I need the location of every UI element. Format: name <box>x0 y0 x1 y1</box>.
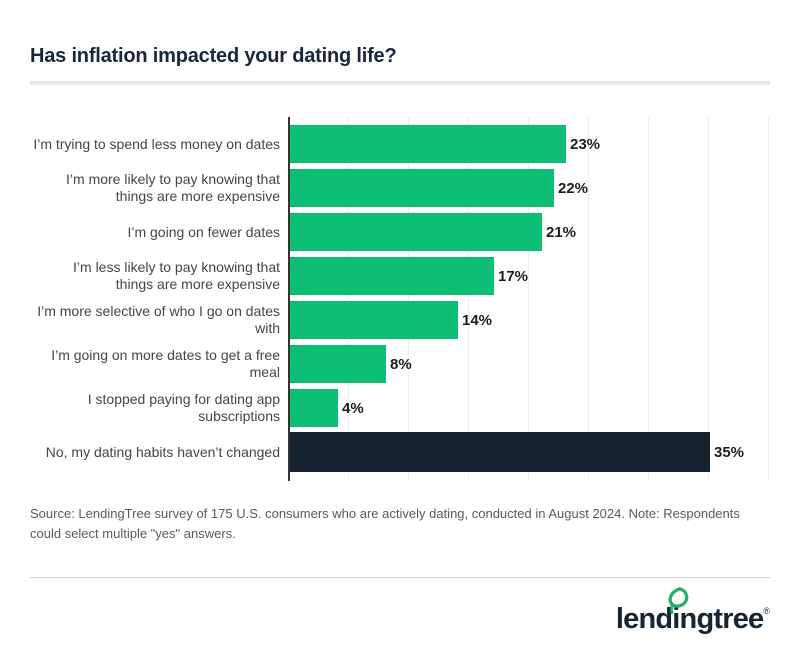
bar-row: I’m going on fewer dates 21% <box>30 210 770 254</box>
title-divider <box>30 81 770 85</box>
category-label: I’m more selective of who I go on dates … <box>37 303 280 336</box>
bar <box>290 257 494 295</box>
value-label: 8% <box>390 355 412 373</box>
category-label: I’m going on fewer dates <box>127 223 280 240</box>
gridline <box>348 117 349 481</box>
value-label: 23% <box>570 135 601 153</box>
value-label: 17% <box>498 267 529 285</box>
bar <box>290 125 566 163</box>
category-label: I stopped paying for dating app subscrip… <box>87 391 280 424</box>
bar-row: I’m going on more dates to get a free me… <box>30 342 770 386</box>
bar-row: I’m trying to spend less money on dates … <box>30 122 770 166</box>
plot-area <box>288 117 772 481</box>
bar <box>290 432 710 472</box>
category-label: No, my dating habits haven’t changed <box>45 443 280 460</box>
page-title: Has inflation impacted your dating life? <box>30 45 397 67</box>
gridline <box>468 117 469 481</box>
category-label: I’m more likely to pay knowing that thin… <box>66 171 280 204</box>
source-note: Source: LendingTree survey of 175 U.S. c… <box>30 506 740 541</box>
bar-row: No, my dating habits haven’t changed 35% <box>30 430 770 474</box>
leaf-icon <box>668 587 689 614</box>
gridline <box>588 117 589 481</box>
bar-chart: I’m trying to spend less money on dates … <box>30 117 770 481</box>
gridline <box>648 117 649 481</box>
category-label: I’m going on more dates to get a free me… <box>51 347 280 380</box>
footer-divider <box>30 577 770 578</box>
bar-row: I stopped paying for dating app subscrip… <box>30 386 770 430</box>
gridline <box>708 117 709 481</box>
value-label: 4% <box>342 399 364 417</box>
category-label: I’m trying to spend less money on dates <box>33 135 280 152</box>
infographic: Has inflation impacted your dating life?… <box>30 45 770 635</box>
bar <box>290 389 338 427</box>
bar <box>290 213 542 251</box>
lendingtree-logo: lendingtree® <box>615 587 770 635</box>
gridline <box>768 117 769 481</box>
gridline <box>408 117 409 481</box>
bar <box>290 301 458 339</box>
bar <box>290 169 554 207</box>
value-label: 21% <box>546 223 577 241</box>
value-label: 35% <box>714 443 745 461</box>
bar-row: I’m more selective of who I go on dates … <box>30 298 770 342</box>
bar <box>290 345 386 383</box>
logo-wordmark: lendingtree <box>615 603 764 635</box>
value-label: 22% <box>558 179 589 197</box>
registered-trademark: ® <box>763 606 770 616</box>
value-label: 14% <box>462 311 493 329</box>
gridline <box>528 117 529 481</box>
bar-row: I’m less likely to pay knowing that thin… <box>30 254 770 298</box>
category-label: I’m less likely to pay knowing that thin… <box>73 259 280 292</box>
bar-row: I’m more likely to pay knowing that thin… <box>30 166 770 210</box>
